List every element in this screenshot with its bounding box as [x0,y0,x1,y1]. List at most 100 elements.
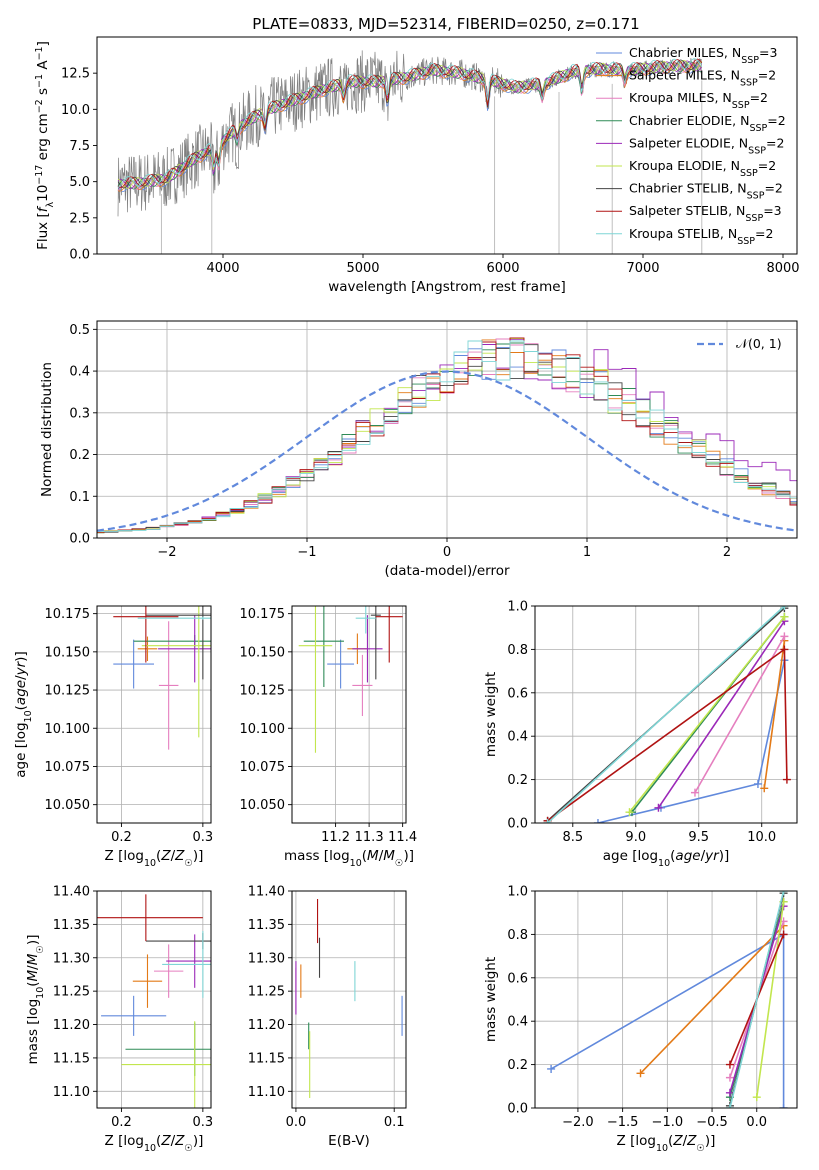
x-tick-label: −2 [157,545,176,560]
x-tick-label: 1 [583,545,591,560]
plot-frame [534,890,798,1109]
x-tick-label: 0.3 [193,830,214,845]
y-tick-label: 10.125 [45,684,91,699]
weight-vs-Z-frame: −2.0 −1.5 −1.0 −0.5 0.0 0.0 0.2 0.4 0.6 0.8 1.0 [507,885,798,1130]
y-tick-label: 11.30 [53,951,90,966]
weight-line [657,620,786,809]
x-tick-label: 11.3 [355,830,384,845]
y-tick-label: 11.40 [53,885,90,900]
weight-marker [753,779,762,788]
weight-marker [625,808,634,817]
x-tick-label: −1 [297,545,316,560]
mass-vs-ebv-axes [292,890,406,1108]
y-tick-label: 11.25 [248,985,285,1000]
weight-marker [725,1060,734,1069]
y-tick-label: 11.15 [53,1051,90,1066]
y-tick-label: 11.25 [53,985,90,1000]
y-tick-label: 11.20 [53,1018,90,1033]
y-tick-label: 11.10 [248,1085,285,1100]
weight-marker [654,803,663,812]
y-tick-label: 10.100 [240,722,286,737]
residuals-frame: −2 −1 0 1 2 0.0 0.1 0.2 0.3 0.4 0.5 [69,320,798,560]
residual-legend: 𝒩(0, 1) [697,336,782,351]
y-tick-label: 11.35 [248,918,285,933]
y-tick-label: 10.100 [45,722,91,737]
y-tick-label: 10.125 [240,684,286,699]
spectrum-model-line [117,59,702,189]
weight-marker [760,784,769,793]
y-tick-label: 10.050 [240,798,286,813]
y-tick-label: 7.5 [69,139,90,154]
residuals-ylabel: Normed distribution [39,362,55,497]
x-tick-label: 0.2 [111,1115,132,1130]
weight-marker [779,1104,788,1108]
legend-entry: Salpeter MILES, NSSP=2 [629,68,776,89]
age-vs-Z-frame: 0.2 0.3 10.050 10.075 10.100 10.125 10.150 10.1… [45,605,214,845]
weight-vs-Z-xlabel: Z [log10(Z/Z☉)] [617,1133,716,1154]
spectrum-ylabel: Flux [fλ10−17 erg cm−2 s−1 A−1] [34,41,56,250]
age-vs-Z-ylabel: age [log10(age/yr)] [13,651,34,777]
y-tick-label: 0.8 [507,643,528,658]
x-tick-label: 11.2 [321,830,350,845]
weight-vs-Z-ylabel: mass weight [483,957,499,1042]
y-tick-label: 11.15 [248,1051,285,1066]
weight-vs-age-frame: 8.5 9.0 9.5 10.0 0.0 0.2 0.4 0.6 0.8 1.0 [507,600,798,845]
weight-marker [547,1064,556,1073]
legend-entry: Chabrier STELIB, NSSP=2 [629,181,783,202]
weight-marker [780,612,789,621]
y-tick-label: 11.40 [248,885,285,900]
y-tick-label: 0.2 [507,773,528,788]
x-tick-label: 0.1 [384,1115,405,1130]
y-tick-label: 0.0 [69,532,90,547]
weight-marker [725,1104,734,1108]
plot-frame [96,605,212,824]
x-tick-label: 9.0 [625,830,646,845]
weight-marker [690,788,699,797]
plot-frame [291,890,407,1109]
age-vs-Z-xlabel: Z [log10(Z/Z☉)] [105,848,204,869]
legend-entry: Kroupa STELIB, NSSP=2 [629,226,773,247]
plot-frame [534,605,798,824]
weight-marker [752,1093,761,1102]
age-vs-mass-frame: 11.2 11.3 11.4 10.050 10.075 10.100 10.125 10.1… [240,605,417,845]
x-tick-label: 0.0 [286,1115,307,1130]
residual-histogram-step [97,340,797,533]
legend-entry: Chabrier ELODIE, NSSP=2 [629,113,786,134]
weight-marker [780,645,789,654]
legend-entry: 𝒩(0, 1) [736,336,782,351]
weight-marker [636,1069,645,1078]
y-tick-label: 0.2 [507,1058,528,1073]
y-tick-label: 11.30 [248,951,285,966]
weight-marker [782,775,791,784]
y-tick-label: 10.175 [240,607,286,622]
y-tick-label: 0.4 [507,730,528,745]
y-tick-label: 10.075 [240,760,286,775]
mass-vs-Z-ylabel: mass [log10(M/M☉)] [25,935,46,1065]
weight-marker [780,632,789,641]
x-tick-label: 10.0 [747,830,776,845]
x-tick-label: 0.2 [111,830,132,845]
age-vs-mass-xlabel: mass [log10(M/M☉)] [284,848,414,869]
y-tick-label: 10.050 [45,798,91,813]
figure-title: PLATE=0833, MJD=52314, FIBERID=0250, z=0… [252,15,639,33]
residuals-xlabel: (data-model)/error [384,563,510,579]
age-vs-Z-points [113,606,211,750]
x-tick-label: 4000 [206,261,239,276]
spectrum-model-line [117,62,703,192]
y-tick-label: 0.6 [507,971,528,986]
weight-line [756,901,785,1098]
spectrum-model-line [117,62,703,192]
y-tick-label: 0.0 [507,817,528,832]
y-tick-label: 0.8 [507,928,528,943]
x-tick-label: 5000 [346,261,379,276]
spectrum-xlabel: wavelength [Angstrom, rest frame] [328,279,566,295]
x-tick-label: −1.0 [652,1115,684,1130]
spectrum-model-line [117,59,703,189]
weight-vs-Z-axes [535,890,797,1109]
weight-line [628,616,786,813]
weight-line [763,640,786,789]
y-tick-label: 2.5 [69,211,90,226]
y-tick-label: 1.0 [507,885,528,900]
y-tick-label: 11.20 [248,1018,285,1033]
